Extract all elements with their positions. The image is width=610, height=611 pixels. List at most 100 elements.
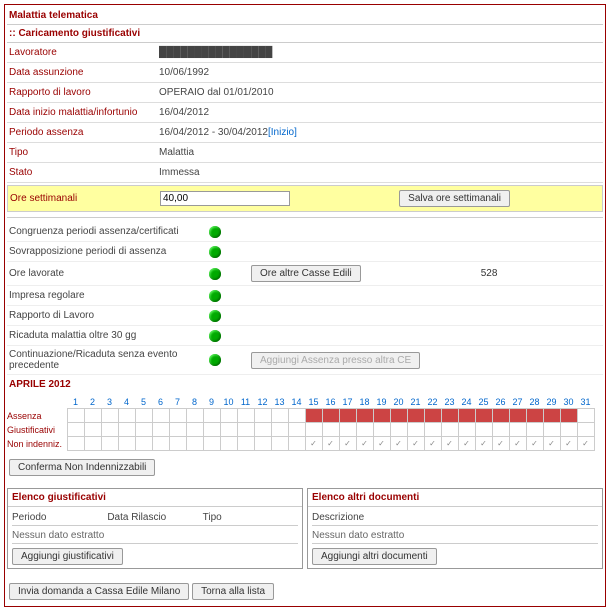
assenza-cell[interactable] [152,409,169,423]
giustificativi-cell[interactable] [373,423,390,437]
giustificativi-cell[interactable] [220,423,237,437]
assenza-cell[interactable] [203,409,220,423]
nonindenniz-cell[interactable] [101,437,118,451]
ore-input[interactable] [160,191,290,206]
nonindenniz-cell[interactable]: ✓ [305,437,322,451]
assenza-cell[interactable] [84,409,101,423]
nonindenniz-cell[interactable]: ✓ [441,437,458,451]
giustificativi-cell[interactable] [560,423,577,437]
assenza-cell[interactable] [118,409,135,423]
giustificativi-cell[interactable] [424,423,441,437]
nonindenniz-cell[interactable] [118,437,135,451]
assenza-cell[interactable] [543,409,560,423]
assenza-cell[interactable] [407,409,424,423]
giustificativi-cell[interactable] [237,423,254,437]
nonindenniz-cell[interactable]: ✓ [526,437,543,451]
giustificativi-cell[interactable] [186,423,203,437]
assenza-cell[interactable] [373,409,390,423]
assenza-cell[interactable] [288,409,305,423]
assenza-cell[interactable] [271,409,288,423]
inizio-link[interactable]: [Inizio] [268,127,297,138]
giustificativi-cell[interactable] [492,423,509,437]
giustificativi-cell[interactable] [356,423,373,437]
giustificativi-cell[interactable] [339,423,356,437]
assenza-cell[interactable] [186,409,203,423]
assenza-cell[interactable] [458,409,475,423]
giustificativi-cell[interactable] [441,423,458,437]
nonindenniz-cell[interactable]: ✓ [509,437,526,451]
assenza-cell[interactable] [220,409,237,423]
assenza-cell[interactable] [135,409,152,423]
assenza-cell[interactable] [526,409,543,423]
nonindenniz-cell[interactable] [254,437,271,451]
nonindenniz-cell[interactable]: ✓ [407,437,424,451]
nonindenniz-cell[interactable]: ✓ [492,437,509,451]
nonindenniz-cell[interactable] [135,437,152,451]
torna-button[interactable]: Torna alla lista [192,583,274,600]
assenza-cell[interactable] [254,409,271,423]
nonindenniz-cell[interactable] [288,437,305,451]
invia-button[interactable]: Invia domanda a Cassa Edile Milano [9,583,189,600]
nonindenniz-cell[interactable] [220,437,237,451]
nonindenniz-cell[interactable]: ✓ [577,437,594,451]
assenza-cell[interactable] [441,409,458,423]
assenza-cell[interactable] [101,409,118,423]
nonindenniz-cell[interactable]: ✓ [475,437,492,451]
aggiungi-documenti-button[interactable]: Aggiungi altri documenti [312,548,437,565]
assenza-cell[interactable] [509,409,526,423]
nonindenniz-cell[interactable]: ✓ [390,437,407,451]
nonindenniz-cell[interactable] [237,437,254,451]
assenza-cell[interactable] [492,409,509,423]
nonindenniz-cell[interactable]: ✓ [424,437,441,451]
nonindenniz-cell[interactable]: ✓ [458,437,475,451]
nonindenniz-cell[interactable] [84,437,101,451]
giustificativi-cell[interactable] [169,423,186,437]
assenza-cell[interactable] [67,409,84,423]
assenza-cell[interactable] [390,409,407,423]
salva-ore-button[interactable]: Salva ore settimanali [399,190,510,207]
giustificativi-cell[interactable] [475,423,492,437]
giustificativi-cell[interactable] [118,423,135,437]
giustificativi-cell[interactable] [203,423,220,437]
giustificativi-cell[interactable] [322,423,339,437]
giustificativi-cell[interactable] [135,423,152,437]
assenza-cell[interactable] [577,409,594,423]
nonindenniz-cell[interactable] [169,437,186,451]
nonindenniz-cell[interactable]: ✓ [373,437,390,451]
giustificativi-cell[interactable] [254,423,271,437]
assenza-cell[interactable] [560,409,577,423]
conferma-button[interactable]: Conferma Non Indennizzabili [9,459,155,476]
nonindenniz-cell[interactable]: ✓ [543,437,560,451]
ore-altre-button[interactable]: Ore altre Casse Edili [251,265,361,282]
nonindenniz-cell[interactable]: ✓ [322,437,339,451]
nonindenniz-cell[interactable]: ✓ [339,437,356,451]
nonindenniz-cell[interactable]: ✓ [560,437,577,451]
giustificativi-cell[interactable] [271,423,288,437]
assenza-cell[interactable] [475,409,492,423]
assenza-cell[interactable] [237,409,254,423]
assenza-cell[interactable] [169,409,186,423]
giustificativi-cell[interactable] [288,423,305,437]
giustificativi-cell[interactable] [543,423,560,437]
giustificativi-cell[interactable] [407,423,424,437]
nonindenniz-cell[interactable] [203,437,220,451]
giustificativi-cell[interactable] [67,423,84,437]
giustificativi-cell[interactable] [84,423,101,437]
nonindenniz-cell[interactable]: ✓ [356,437,373,451]
assenza-cell[interactable] [305,409,322,423]
nonindenniz-cell[interactable] [271,437,288,451]
assenza-cell[interactable] [339,409,356,423]
giustificativi-cell[interactable] [458,423,475,437]
giustificativi-cell[interactable] [509,423,526,437]
nonindenniz-cell[interactable] [186,437,203,451]
giustificativi-cell[interactable] [526,423,543,437]
giustificativi-cell[interactable] [152,423,169,437]
nonindenniz-cell[interactable] [152,437,169,451]
giustificativi-cell[interactable] [101,423,118,437]
assenza-cell[interactable] [424,409,441,423]
nonindenniz-cell[interactable] [67,437,84,451]
giustificativi-cell[interactable] [305,423,322,437]
assenza-cell[interactable] [356,409,373,423]
aggiungi-giustificativi-button[interactable]: Aggiungi giustificativi [12,548,123,565]
giustificativi-cell[interactable] [390,423,407,437]
